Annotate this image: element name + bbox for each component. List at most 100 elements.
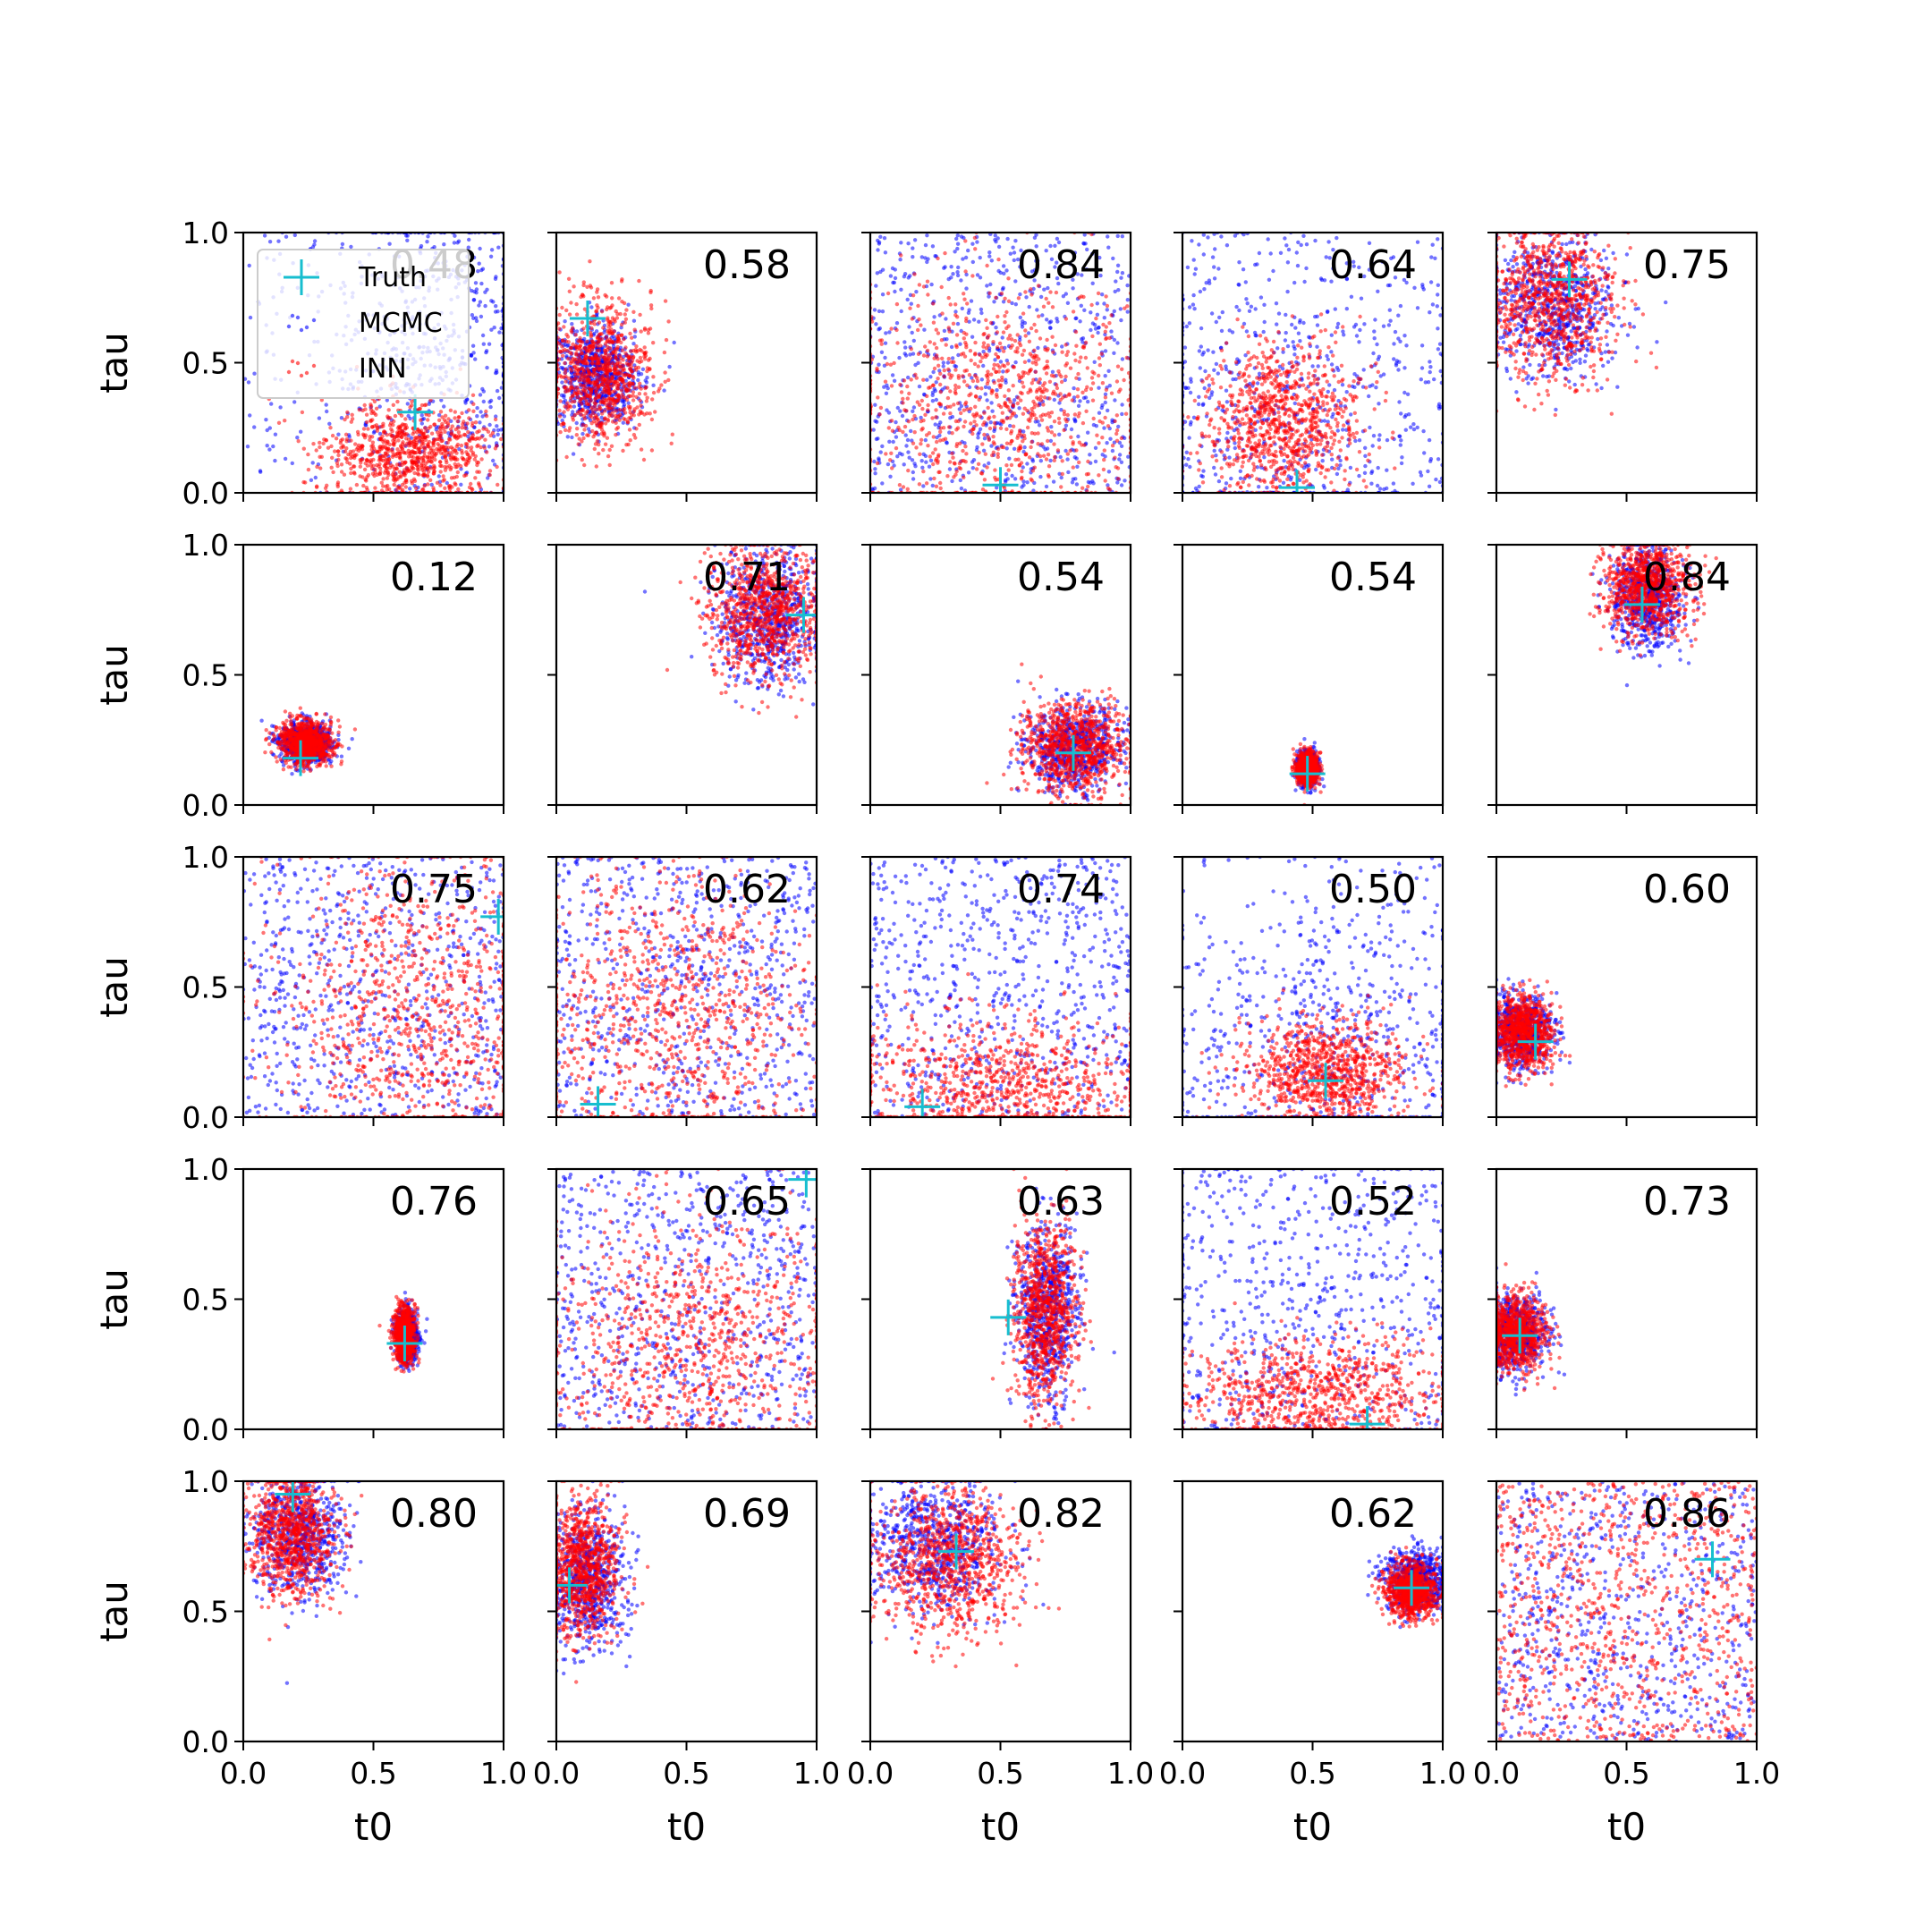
- mcmc-point: [1013, 477, 1017, 480]
- inn-point: [1016, 333, 1020, 336]
- inn-point: [1063, 343, 1067, 346]
- mcmc-point: [913, 464, 917, 468]
- inn-point: [456, 462, 460, 466]
- inn-point: [954, 428, 958, 431]
- inn-point: [594, 413, 597, 417]
- inn-point: [657, 389, 660, 393]
- mcmc-point: [268, 426, 272, 429]
- inn-point: [588, 259, 591, 263]
- inn-point: [423, 426, 427, 429]
- inn-point: [1084, 410, 1088, 413]
- inn-point: [467, 416, 470, 419]
- inn-point: [597, 336, 600, 340]
- inn-point: [993, 468, 996, 471]
- inn-point: [423, 436, 427, 439]
- inn-point: [621, 449, 624, 453]
- mcmc-point: [1119, 276, 1123, 280]
- inn-point: [1122, 378, 1125, 382]
- mcmc-point: [994, 326, 997, 329]
- inn-point: [344, 446, 348, 450]
- inn-point: [908, 307, 911, 310]
- inn-point: [455, 458, 459, 462]
- mcmc-point: [934, 389, 937, 393]
- inn-point: [597, 340, 601, 343]
- mcmc-point: [1025, 462, 1029, 465]
- inn-point: [607, 404, 611, 408]
- inn-point: [340, 470, 343, 473]
- inn-point: [324, 487, 327, 490]
- inn-point: [1045, 371, 1048, 375]
- inn-point: [582, 379, 586, 383]
- mcmc-point: [922, 328, 926, 332]
- mcmc-point: [1053, 398, 1056, 402]
- mcmc-point: [906, 438, 910, 442]
- inn-point: [1066, 350, 1070, 353]
- inn-point: [997, 403, 1001, 407]
- mcmc-point: [487, 445, 491, 448]
- mcmc-point: [1121, 234, 1124, 238]
- mcmc-point: [1428, 485, 1431, 488]
- mcmc-point: [1072, 386, 1075, 390]
- mcmc-point: [921, 484, 925, 487]
- mcmc-point: [1060, 344, 1063, 348]
- inn-point: [470, 487, 474, 491]
- inn-point: [948, 411, 952, 415]
- inn-point: [610, 375, 614, 378]
- mcmc-point: [1186, 266, 1190, 269]
- mcmc-point: [572, 404, 576, 408]
- inn-point: [1035, 395, 1038, 399]
- inn-point: [980, 356, 984, 360]
- inn-point: [970, 432, 974, 436]
- inn-point: [393, 483, 396, 487]
- inn-point: [664, 299, 667, 302]
- inn-point: [600, 354, 604, 358]
- inn-point: [1043, 395, 1046, 399]
- inn-point: [648, 291, 652, 294]
- mcmc-point: [1076, 435, 1080, 438]
- mcmc-point: [977, 320, 980, 324]
- inn-point: [912, 414, 916, 418]
- inn-point: [1071, 442, 1074, 445]
- inn-point: [955, 470, 959, 473]
- inn-point: [983, 478, 987, 481]
- inn-point: [919, 323, 922, 326]
- inn-point: [1072, 352, 1076, 355]
- inn-point: [366, 427, 369, 430]
- inn-point: [901, 430, 904, 434]
- mcmc-point: [273, 459, 276, 462]
- inn-point: [574, 358, 578, 361]
- mcmc-point: [349, 245, 352, 249]
- inn-point: [949, 302, 953, 306]
- inn-point: [1076, 387, 1080, 391]
- inn-point: [623, 312, 627, 316]
- mcmc-point: [882, 386, 886, 389]
- inn-point: [640, 329, 643, 333]
- inn-point: [634, 344, 638, 348]
- mcmc-point: [896, 406, 900, 410]
- mcmc-point: [284, 457, 287, 461]
- mcmc-point: [1018, 292, 1021, 296]
- inn-point: [1004, 369, 1008, 373]
- inn-point: [639, 403, 642, 407]
- inn-point: [1084, 341, 1088, 344]
- inn-point: [445, 426, 448, 429]
- mcmc-point: [1096, 331, 1099, 335]
- inn-point: [1124, 412, 1128, 416]
- inn-point: [1046, 360, 1049, 363]
- mcmc-point: [1214, 472, 1217, 476]
- inn-point: [921, 419, 925, 422]
- mcmc-point: [1215, 362, 1218, 366]
- mcmc-point: [1111, 449, 1114, 453]
- inn-point: [1024, 334, 1028, 337]
- inn-point: [608, 463, 612, 467]
- inn-point: [454, 451, 458, 454]
- mcmc-point: [1402, 334, 1406, 337]
- inn-point: [900, 390, 903, 394]
- mcmc-point: [1060, 476, 1063, 479]
- mcmc-point: [926, 257, 929, 260]
- inn-point: [643, 392, 647, 395]
- inn-point: [1092, 417, 1096, 420]
- inn-point: [1034, 329, 1038, 333]
- inn-point: [932, 321, 936, 325]
- inn-point: [1032, 323, 1036, 326]
